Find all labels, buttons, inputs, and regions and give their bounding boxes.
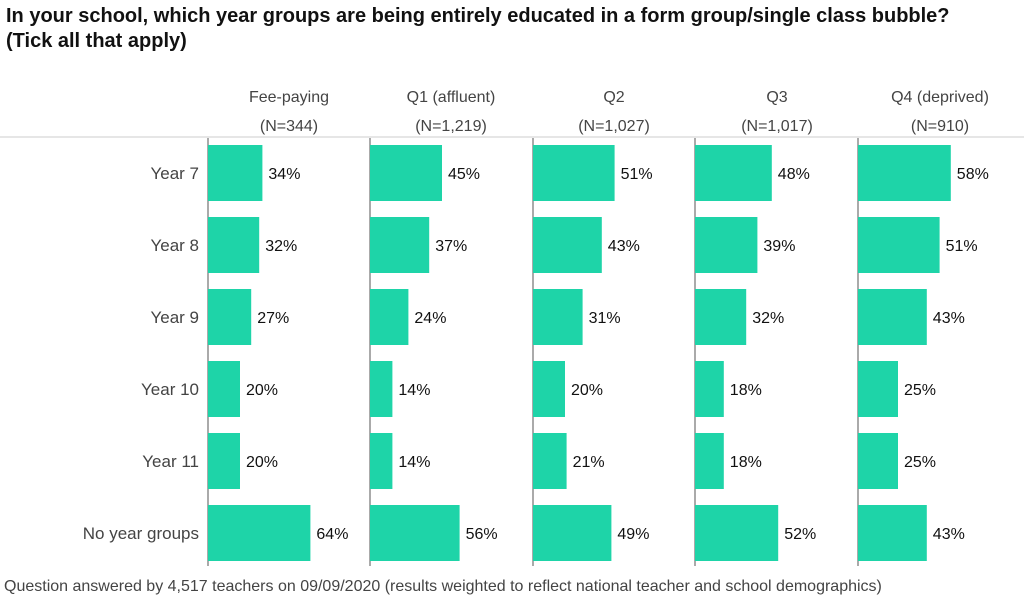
bar	[695, 505, 779, 561]
bar	[858, 361, 898, 417]
bar-value-label: 25%	[904, 382, 936, 399]
bar-value-label: 24%	[414, 310, 446, 327]
bar-value-label: 20%	[246, 382, 278, 399]
bar	[695, 217, 758, 273]
bar-value-label: 48%	[778, 166, 810, 183]
bar	[858, 217, 940, 273]
bar	[533, 145, 615, 201]
column-header-name: Q4 (deprived)	[891, 89, 989, 106]
row-label-year-7: Year 7	[150, 164, 199, 183]
bar-value-label: 31%	[589, 310, 621, 327]
bar-value-label: 14%	[398, 454, 430, 471]
bar	[533, 361, 565, 417]
column-header-name: Q3	[766, 89, 787, 106]
bar	[858, 505, 927, 561]
bar	[370, 217, 430, 273]
bar	[533, 505, 612, 561]
bar	[208, 217, 260, 273]
bar	[695, 361, 724, 417]
bar	[858, 289, 927, 345]
column-header-n: (N=1,027)	[578, 118, 650, 135]
bar-value-label: 49%	[617, 526, 649, 543]
bar-value-label: 14%	[398, 382, 430, 399]
bar-value-label: 64%	[316, 526, 348, 543]
bar-value-label: 43%	[933, 526, 965, 543]
row-label-no-year-groups: No year groups	[83, 524, 199, 543]
bar-value-label: 43%	[608, 238, 640, 255]
chart-title-line-2: (Tick all that apply)	[6, 30, 187, 52]
bar-value-label: 25%	[904, 454, 936, 471]
bar-value-label: 43%	[933, 310, 965, 327]
bar-value-label: 37%	[435, 238, 467, 255]
bar	[208, 289, 252, 345]
row-label-year-8: Year 8	[150, 236, 199, 255]
bar	[695, 145, 772, 201]
bar	[370, 145, 442, 201]
bar	[208, 433, 240, 489]
bar-value-label: 18%	[730, 454, 762, 471]
bar-value-label: 21%	[573, 454, 605, 471]
row-label-year-9: Year 9	[150, 308, 199, 327]
bar-value-label: 18%	[730, 382, 762, 399]
row-label-year-10: Year 10	[141, 380, 199, 399]
bar	[858, 433, 898, 489]
bar-value-label: 51%	[621, 166, 653, 183]
bar-value-label: 20%	[246, 454, 278, 471]
column-header-name: Q1 (affluent)	[407, 89, 496, 106]
bar-value-label: 56%	[466, 526, 498, 543]
column-header-n: (N=344)	[260, 118, 318, 135]
bar	[533, 289, 583, 345]
bar	[695, 289, 747, 345]
bar	[370, 505, 460, 561]
bar	[695, 433, 724, 489]
bar-value-label: 32%	[265, 238, 297, 255]
bar-value-label: 45%	[448, 166, 480, 183]
bar	[370, 433, 393, 489]
bar	[208, 361, 240, 417]
bar	[208, 505, 311, 561]
bar-value-label: 51%	[946, 238, 978, 255]
column-header-name: Fee-paying	[249, 89, 329, 106]
bar	[533, 217, 602, 273]
chart-title: In your school, which year groups are be…	[6, 4, 1016, 54]
chart-title-line-1: In your school, which year groups are be…	[6, 5, 950, 27]
column-header-n: (N=910)	[911, 118, 969, 135]
bar-value-label: 32%	[752, 310, 784, 327]
bar	[208, 145, 263, 201]
column-header-n: (N=1,219)	[415, 118, 487, 135]
bar-value-label: 34%	[268, 166, 300, 183]
column-header-name: Q2	[603, 89, 624, 106]
bar	[858, 145, 951, 201]
bar-value-label: 52%	[784, 526, 816, 543]
row-label-year-11: Year 11	[142, 452, 199, 471]
bar-value-label: 20%	[571, 382, 603, 399]
footnote: Question answered by 4,517 teachers on 0…	[4, 578, 882, 595]
bar	[533, 433, 567, 489]
bar	[370, 361, 393, 417]
column-header-n: (N=1,017)	[741, 118, 813, 135]
bar-value-label: 58%	[957, 166, 989, 183]
bar-value-label: 39%	[763, 238, 795, 255]
bar	[370, 289, 409, 345]
bar-value-label: 27%	[257, 310, 289, 327]
